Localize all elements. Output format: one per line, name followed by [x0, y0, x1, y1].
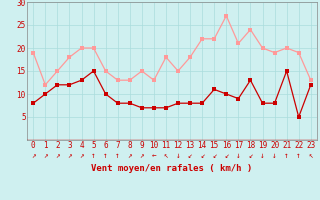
Text: ↑: ↑ — [284, 151, 289, 160]
Text: ↙: ↙ — [224, 151, 228, 160]
Text: ↗: ↗ — [43, 151, 48, 160]
X-axis label: Vent moyen/en rafales ( km/h ): Vent moyen/en rafales ( km/h ) — [92, 164, 252, 173]
Text: ↗: ↗ — [67, 151, 72, 160]
Text: ↑: ↑ — [91, 151, 96, 160]
Text: ←: ← — [152, 151, 156, 160]
Text: ↓: ↓ — [272, 151, 277, 160]
Text: ↗: ↗ — [127, 151, 132, 160]
Text: ↓: ↓ — [176, 151, 180, 160]
Text: ↓: ↓ — [260, 151, 265, 160]
Text: ↖: ↖ — [164, 151, 168, 160]
Text: ↓: ↓ — [236, 151, 241, 160]
Text: ↙: ↙ — [200, 151, 204, 160]
Text: ↗: ↗ — [31, 151, 36, 160]
Text: ↙: ↙ — [248, 151, 253, 160]
Text: ↗: ↗ — [140, 151, 144, 160]
Text: ↙: ↙ — [188, 151, 192, 160]
Text: ↖: ↖ — [308, 151, 313, 160]
Text: ↙: ↙ — [212, 151, 217, 160]
Text: ↑: ↑ — [103, 151, 108, 160]
Text: ↗: ↗ — [79, 151, 84, 160]
Text: ↑: ↑ — [296, 151, 301, 160]
Text: ↑: ↑ — [116, 151, 120, 160]
Text: ↗: ↗ — [55, 151, 60, 160]
